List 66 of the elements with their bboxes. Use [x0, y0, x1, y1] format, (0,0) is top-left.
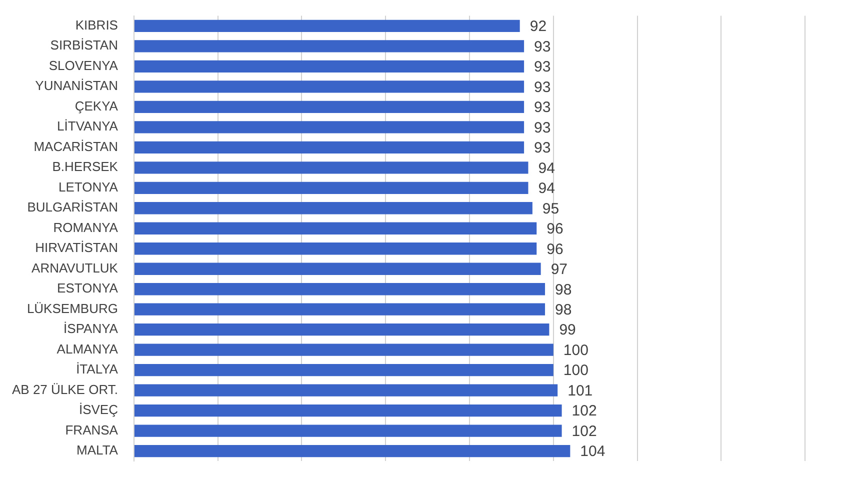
y-tick-label: ALMANYA	[56, 341, 118, 356]
data-label: 98	[555, 302, 572, 318]
bar	[134, 364, 554, 376]
bar	[134, 384, 558, 396]
data-label: 102	[572, 422, 597, 440]
data-label: 96	[546, 240, 564, 258]
bar	[134, 100, 524, 113]
bar	[134, 324, 550, 336]
data-label: 97	[550, 261, 568, 278]
y-tick-label: SLOVENYA	[48, 58, 118, 73]
data-label: 96	[546, 220, 564, 238]
data-label: 94	[538, 160, 555, 177]
data-label: 93	[534, 99, 551, 116]
data-label: 100	[563, 342, 588, 359]
bar	[134, 303, 546, 316]
bar	[134, 162, 528, 174]
data-label: 100	[563, 362, 588, 380]
y-tick-label: ARNAVUTLUK	[32, 260, 118, 276]
y-tick-label: KIBRIS	[75, 18, 118, 32]
data-label: 104	[580, 443, 606, 460]
y-tick-label: MALTA	[76, 442, 118, 458]
bar	[134, 20, 520, 32]
y-tick-label: ÇEKYA	[74, 98, 118, 114]
y-tick-label: HIRVATİSTAN	[35, 240, 118, 256]
data-label: 93	[534, 38, 551, 56]
bar	[134, 182, 528, 194]
y-tick-label: LETONYA	[58, 179, 118, 194]
y-tick-label: AB 27 ÜLKE ORT.	[12, 382, 118, 397]
y-tick-label: YUNANİSTAN	[35, 78, 118, 94]
bar	[134, 222, 537, 234]
data-label: 94	[538, 180, 555, 198]
y-tick-label: FRANSA	[65, 422, 118, 438]
y-tick-label: İSPANYA	[64, 321, 118, 336]
y-tick-label: İSVEÇ	[78, 402, 118, 418]
y-tick-label: MACARİSTAN	[34, 138, 118, 154]
data-label: 93	[534, 78, 551, 96]
bar	[134, 242, 537, 255]
bar	[134, 445, 570, 458]
bar	[134, 80, 524, 93]
y-tick-label: LÜKSEMBURG	[26, 300, 118, 316]
bar	[134, 344, 554, 356]
bar	[134, 202, 532, 214]
y-tick-label: İTALYA	[76, 362, 118, 377]
data-label: 93	[534, 140, 551, 157]
y-tick-label: ESTONYA	[57, 280, 118, 296]
y-tick-label: SIRBİSTAN	[50, 38, 118, 53]
data-label: 99	[559, 322, 576, 339]
data-label: 93	[534, 58, 551, 76]
data-label: 102	[572, 402, 597, 420]
bar	[134, 121, 524, 134]
y-tick-label: B.HERSEK	[52, 159, 118, 174]
bar	[134, 424, 562, 437]
data-label: 92	[530, 18, 547, 36]
bar	[134, 141, 524, 154]
bar	[134, 40, 524, 52]
bar	[134, 60, 524, 72]
bar	[134, 404, 562, 417]
y-tick-label: BULGARİSTAN	[27, 200, 118, 215]
data-label: 93	[534, 119, 551, 136]
data-label: 101	[568, 382, 593, 400]
data-label: 98	[555, 281, 572, 298]
y-tick-label: LİTVANYA	[57, 118, 118, 134]
bar	[134, 283, 546, 296]
data-label: 95	[542, 200, 560, 218]
bar	[134, 262, 541, 275]
y-tick-label: ROMANYA	[53, 220, 118, 235]
